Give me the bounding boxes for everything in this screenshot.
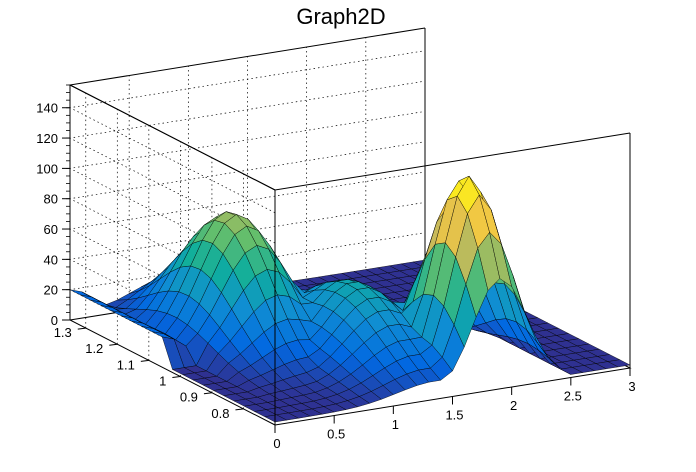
x-tick-label: 2.5 <box>564 389 582 404</box>
y-tick <box>172 376 181 379</box>
y-tick-label: 1 <box>159 374 166 389</box>
y-tick <box>77 327 86 330</box>
x-tick-label: 2 <box>510 398 517 413</box>
z-tick-label: 0 <box>51 313 58 328</box>
z-tick-label: 100 <box>36 161 58 176</box>
z-tick-label: 80 <box>44 192 58 207</box>
front-frame <box>69 84 631 425</box>
y-tick <box>109 343 118 346</box>
y-tick <box>203 392 212 395</box>
z-tick-label: 120 <box>36 131 58 146</box>
x-tick-label: 0.5 <box>327 427 345 442</box>
y-tick-label: 1.3 <box>54 325 72 340</box>
z-tick-label: 20 <box>44 283 58 298</box>
top-back-edge <box>68 27 426 191</box>
surface-plot <box>69 175 631 423</box>
x-tick-label: 1 <box>392 417 399 432</box>
surface-cell <box>607 359 631 368</box>
z-tick-label: 40 <box>44 252 58 267</box>
z-tick-label: 60 <box>44 222 58 237</box>
y-tick <box>140 359 149 362</box>
y-tick-label: 0.9 <box>180 390 198 405</box>
x-tick-label: 0 <box>273 436 280 451</box>
y-tick <box>235 408 244 411</box>
axis-ticks: 00.511.522.530.80.911.11.21.302040608010… <box>36 84 636 451</box>
x-tick-label: 1.5 <box>445 408 463 423</box>
z-tick-label: 140 <box>36 101 58 116</box>
x-tick-label: 3 <box>628 379 635 394</box>
chart-title: Graph2D <box>296 4 385 29</box>
y-tick-label: 1.1 <box>117 357 135 372</box>
y-tick-label: 0.8 <box>211 406 229 421</box>
y-tick-label: 1.2 <box>85 341 103 356</box>
top-front-edge <box>69 84 631 191</box>
